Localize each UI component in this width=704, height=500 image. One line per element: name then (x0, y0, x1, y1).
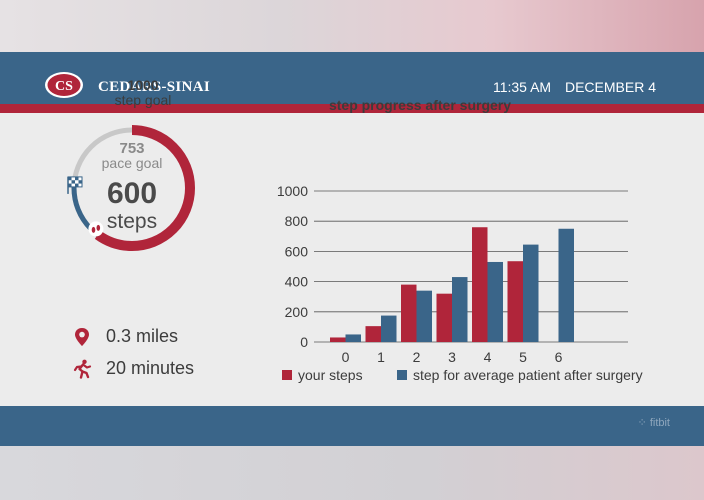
progress-ring (67, 125, 195, 251)
y-tick-label: 1000 (277, 183, 308, 199)
header-stripe (0, 104, 704, 113)
step-goal-value: 1000 (127, 77, 159, 93)
bar (416, 290, 432, 342)
x-tick-label: 2 (413, 349, 421, 365)
x-tick-label: 1 (377, 349, 385, 365)
date-display: DECEMBER 4 (564, 79, 656, 95)
legend-swatch-blue (397, 370, 407, 380)
pace-goal-value: 753 (119, 140, 145, 157)
checkered-flag-icon (67, 176, 83, 194)
steps-value: 600 (106, 177, 158, 210)
y-tick-label: 800 (285, 213, 309, 229)
runner-icon (73, 359, 92, 379)
brand-name: CEDARS-SINAI (98, 79, 210, 95)
bar (487, 261, 503, 342)
location-pin-icon (75, 328, 89, 346)
x-tick-label: 5 (519, 349, 527, 365)
y-tick-label: 0 (300, 334, 308, 350)
duration-value: 20 minutes (106, 358, 195, 378)
bar (507, 261, 523, 342)
bar (558, 228, 574, 342)
background-top (0, 0, 704, 52)
bar (401, 284, 417, 342)
x-tick-label: 3 (448, 349, 456, 365)
y-tick-label: 400 (285, 274, 309, 290)
footer-bar: ⁘ fitbit (0, 406, 704, 446)
distance-value: 0.3 miles (106, 326, 179, 346)
y-tick-label: 200 (285, 304, 309, 320)
header-bar: CS CEDARS-SINAI 11:35 AM DECEMBER 4 (0, 52, 704, 104)
legend-label: step for average patient after surgery (413, 367, 643, 383)
step-progress-chart: 0 200 400 600 800 1000 0 1 2 3 4 5 6 (277, 183, 628, 365)
bar (345, 334, 361, 342)
bar (330, 337, 346, 342)
x-tick-label: 0 (342, 349, 350, 365)
footprints-icon (88, 221, 104, 237)
bar (452, 277, 468, 342)
time-display: 11:35 AM (492, 79, 552, 95)
svg-text:CS: CS (55, 79, 73, 94)
x-tick-label: 6 (555, 349, 563, 365)
bar (381, 315, 397, 342)
steps-arc (69, 125, 195, 251)
steps-label: steps (106, 210, 158, 233)
legend-swatch-red (282, 370, 292, 380)
background-bottom (0, 446, 704, 500)
bar (523, 244, 539, 342)
bar (365, 326, 381, 342)
x-tick-label: 4 (484, 349, 492, 365)
step-goal-label: step goal (114, 92, 172, 108)
y-tick-label: 600 (285, 243, 309, 259)
clock: 11:35 AM DECEMBER 4 (483, 79, 656, 95)
fitbit-watermark: ⁘ fitbit (637, 417, 670, 429)
bar (436, 293, 452, 342)
legend-label: your steps (298, 367, 363, 383)
chart-title: step progress after surgery (328, 97, 512, 113)
pace-goal-label: pace goal (101, 155, 163, 171)
cedars-sinai-logo-icon: CS (45, 72, 83, 98)
step-goal: 1000 step goal (98, 78, 188, 108)
bar (472, 227, 488, 342)
